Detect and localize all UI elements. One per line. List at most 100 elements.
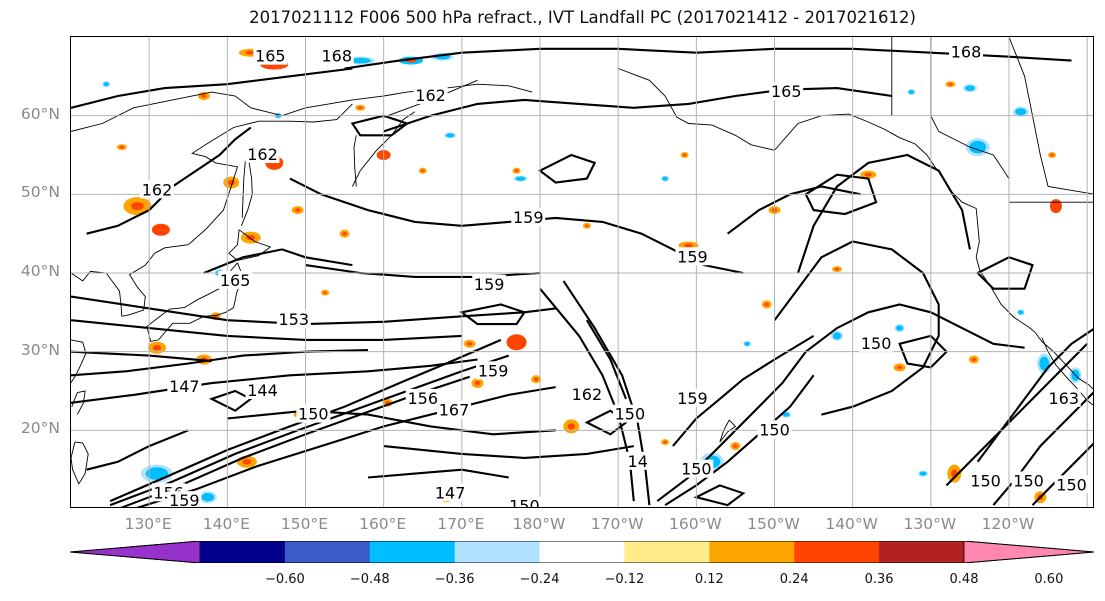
- contour-label: 150: [970, 471, 1001, 490]
- strong-negative-patch: [349, 57, 371, 64]
- coastline: [353, 135, 357, 187]
- coastline: [719, 419, 737, 443]
- ivt-contour: [86, 126, 252, 235]
- contour-label-bg: [413, 86, 448, 104]
- contour-label: 168: [321, 47, 352, 66]
- coastline: [71, 390, 86, 415]
- colorbar-tick-label: −0.48: [349, 572, 390, 587]
- ivt-contour: [203, 248, 353, 274]
- contour-label-bg: [1046, 388, 1081, 407]
- ivt-contour: [585, 319, 627, 400]
- colorbar-tick-label: 0.60: [1034, 572, 1064, 587]
- strong-positive-patch: [971, 357, 977, 362]
- strong-positive-patch: [512, 338, 522, 346]
- strong-positive-patch: [246, 234, 256, 241]
- contour-label: 150: [1013, 471, 1044, 490]
- strong-positive-patch: [764, 302, 769, 307]
- colorbar: [70, 541, 1094, 563]
- contour-label: 159: [677, 247, 708, 266]
- ivt-contour: [71, 358, 478, 404]
- longitude-label: 180°W: [512, 515, 566, 533]
- strong-positive-patch: [227, 179, 235, 186]
- ivt-closed-contour: [804, 173, 878, 216]
- coastline: [228, 229, 272, 261]
- contour-label: 147: [435, 483, 466, 502]
- contour-label: 165: [771, 82, 802, 101]
- coastline: [240, 160, 253, 226]
- contour-label: 153: [279, 310, 310, 329]
- strong-positive-patch: [294, 208, 301, 212]
- colorbar-extend-high: [963, 541, 1094, 563]
- contour-label: 159: [513, 208, 544, 227]
- colorbar-tick-label: 0.24: [779, 572, 809, 587]
- latitude-label: 30°N: [20, 340, 60, 359]
- longitude-label: 150°W: [747, 515, 800, 533]
- strong-negative-patch: [832, 332, 842, 340]
- strong-positive-patch: [357, 106, 363, 110]
- strong-positive-patch: [342, 231, 347, 236]
- contour-label-bg: [167, 491, 202, 507]
- contour-label-bg: [1011, 471, 1046, 490]
- contour-label: 150: [759, 420, 790, 439]
- strong-negative-patch: [908, 89, 915, 95]
- strong-positive-patch: [896, 365, 903, 370]
- strong-positive-patch: [682, 153, 687, 157]
- strong-negative-patch: [201, 493, 215, 502]
- contour-label: 144: [247, 381, 278, 400]
- colorbar-tick-label: 0.48: [949, 572, 979, 587]
- contour-label-bg: [139, 180, 174, 199]
- ivt-contour: [383, 87, 892, 133]
- ivt-contour: [71, 67, 353, 109]
- colorbar-tick-label: −0.36: [434, 572, 475, 587]
- contour-label: 167: [439, 401, 470, 420]
- longitude-label: 140°W: [825, 515, 878, 533]
- contour-label-bg: [276, 310, 311, 329]
- contour-label-bg: [968, 471, 1003, 490]
- longitude-label: 130°W: [903, 515, 957, 533]
- colorbar-tick-label: −0.24: [519, 572, 560, 587]
- contour-label-bg: [296, 404, 331, 423]
- coastline: [71, 339, 87, 384]
- contour-label-bg: [511, 207, 546, 226]
- latitude-label: 20°N: [20, 419, 60, 438]
- strong-positive-patch: [1050, 153, 1054, 157]
- contour-label-bg: [167, 377, 202, 396]
- ivt-contour: [71, 350, 212, 363]
- contour-label: 162: [142, 180, 173, 199]
- contour-label: 165: [220, 271, 251, 290]
- contour-label-bg: [1054, 475, 1089, 494]
- strong-negative-patch: [965, 85, 975, 91]
- strong-negative-patch: [1017, 310, 1024, 315]
- coastline: [121, 253, 155, 317]
- strong-positive-patch: [533, 377, 539, 382]
- ivt-closed-contour: [208, 389, 253, 412]
- strong-negative-patch: [445, 133, 455, 138]
- colorbar-segment: [200, 541, 286, 563]
- ivt-closed-contour: [693, 484, 746, 507]
- contour-label: 150: [861, 334, 892, 353]
- contour-label-bg: [757, 420, 792, 439]
- strong-negative-patch: [145, 467, 169, 480]
- contour-label: 150: [681, 460, 712, 479]
- contour-label-bg: [769, 82, 804, 101]
- contour-label: 159: [169, 491, 200, 508]
- strong-positive-patch: [323, 291, 327, 295]
- contour-label: 14: [628, 452, 648, 471]
- strong-positive-patch: [733, 444, 738, 448]
- strong-negative-patch: [744, 341, 750, 346]
- contour-label-bg: [253, 46, 288, 65]
- contour-label-bg: [859, 333, 894, 352]
- contour-label: 159: [474, 275, 505, 294]
- strong-positive-patch: [119, 145, 125, 149]
- strong-positive-patch: [474, 380, 481, 386]
- strong-positive-patch: [663, 440, 667, 444]
- strong-negative-patch: [1015, 108, 1027, 116]
- ivt-contour: [664, 374, 815, 506]
- colorbar-segment: [284, 541, 371, 563]
- map-panel[interactable]: 165 168 162 165 168 162 162 159 159 165 159 153 150 1…: [70, 36, 1094, 508]
- ivt-contour: [227, 409, 556, 436]
- strong-negative-patch: [1039, 356, 1050, 371]
- ivt-contour: [71, 295, 556, 326]
- colorbar-segment: [879, 541, 965, 563]
- strong-positive-patch: [514, 169, 519, 173]
